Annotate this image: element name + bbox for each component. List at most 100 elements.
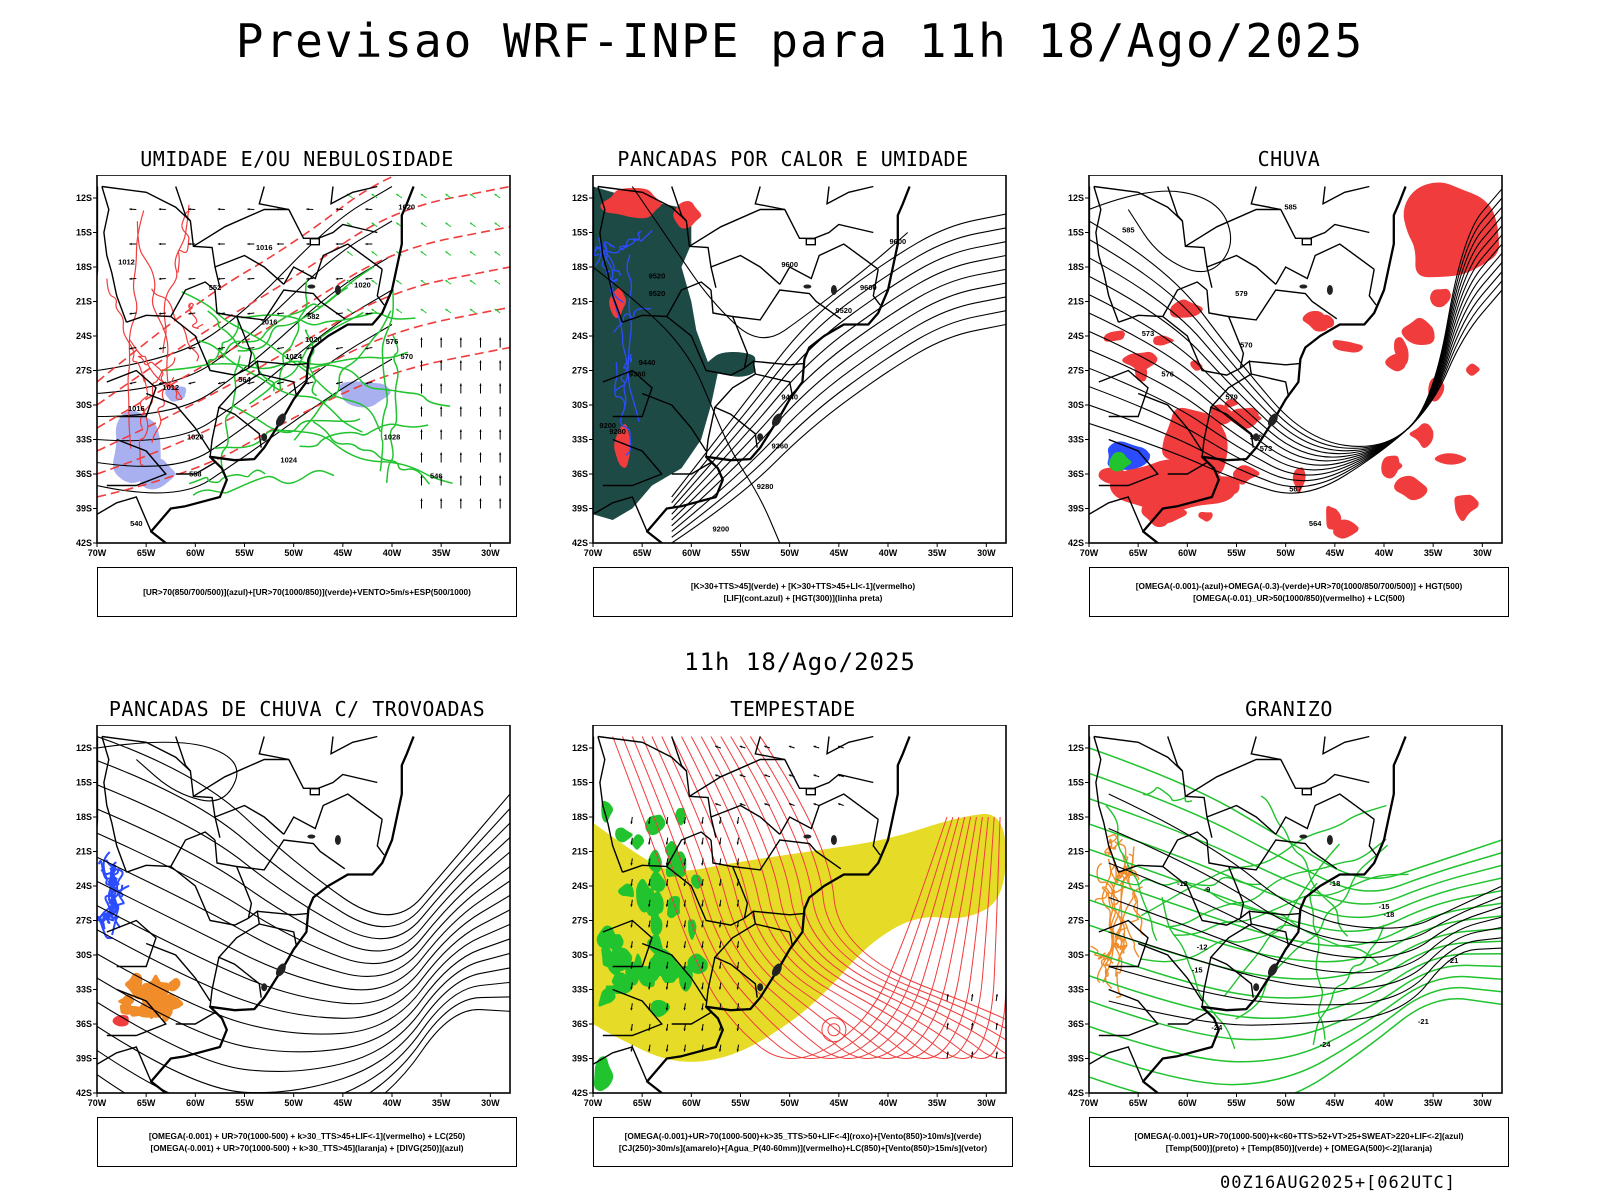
lon-label: 35W [928, 1098, 947, 1108]
map-field: 9600960095209520944093609280920094409360… [593, 186, 1006, 543]
contour-label: 567 [1289, 484, 1302, 493]
wind-vector-head [630, 1049, 633, 1052]
lon-label: 55W [1227, 1098, 1246, 1108]
legend-umidade: [UR>70(850/700/500)](azul)+[UR>70(1000/8… [97, 567, 517, 617]
lat-label: 36S [76, 1019, 92, 1029]
lat-label: 18S [572, 812, 588, 822]
wind-vector-head [648, 883, 651, 887]
height-contour [671, 254, 1006, 515]
political-border [1209, 910, 1254, 998]
lon-label: 60W [1178, 1098, 1197, 1108]
contour-label: 9520 [649, 289, 666, 298]
contour-label: 1012 [162, 383, 179, 392]
wind-vector-head [479, 452, 482, 455]
lat-label: 39S [572, 1054, 588, 1064]
temp850-contour [1089, 823, 1502, 919]
lat-label: 39S [76, 1054, 92, 1064]
lat-label: 30S [572, 400, 588, 410]
wind-vector-head [764, 745, 767, 748]
rain-area [1162, 407, 1228, 478]
wind-vector-green-head [445, 280, 448, 283]
political-border [784, 209, 874, 239]
isotherm-contour [127, 210, 145, 449]
lon-label: 55W [235, 548, 254, 558]
panel-granizo: GRANIZO -12 -15 -18 -21 -24 -9 -12 -15 -18 -21 -24… [1059, 697, 1519, 1177]
coastline-east [645, 736, 911, 1093]
lon-label: 30W [1473, 548, 1492, 558]
frame-border [592, 175, 1007, 544]
political-border [259, 923, 298, 948]
wind-vector-head [701, 945, 704, 949]
wind-vector-head [701, 987, 704, 990]
temp850-contour [1089, 986, 1502, 1086]
humidity-contour [312, 421, 431, 485]
political-border [214, 254, 285, 285]
lon-label: 35W [1424, 548, 1443, 558]
lat-label: 12S [1068, 193, 1084, 203]
political-border [175, 1011, 216, 1025]
wind-vector-green-head [469, 308, 473, 312]
wind-vector-head [129, 208, 132, 211]
lon-label: 60W [186, 1098, 205, 1108]
wind-vector-head [718, 821, 722, 824]
streamline-850 [740, 736, 1006, 1041]
wind-vector-head [439, 360, 443, 363]
wind-vector-head [701, 842, 704, 845]
political-border [1185, 758, 1281, 797]
lon-label: 70W [88, 1098, 107, 1108]
wind-vector-green-head [396, 280, 399, 283]
frame-border [96, 725, 511, 1094]
isotherm-contour [137, 355, 183, 400]
political-border [1206, 289, 1245, 369]
wind-vector-head [736, 966, 739, 969]
coastline-east [149, 736, 415, 1093]
political-border [710, 289, 749, 369]
temp850-contour [1089, 998, 1502, 1093]
lat-label: 30S [1068, 400, 1084, 410]
lon-label: 35W [432, 1098, 451, 1108]
streamline-850 [690, 736, 995, 1059]
lat-label: 39S [1068, 504, 1084, 514]
wind-vector-head [736, 883, 739, 887]
contour-label: 9200 [712, 525, 729, 534]
temp850-contour [1089, 772, 1502, 892]
wind-vector-head [420, 406, 423, 409]
lat-label: 33S [572, 985, 588, 995]
lake [830, 835, 837, 845]
lon-label: 45W [830, 548, 849, 558]
wind850-green [645, 814, 667, 836]
lat-label: 33S [1068, 435, 1084, 445]
height-contour [671, 241, 1006, 509]
political-border [671, 461, 712, 475]
wind-vector-head [420, 498, 423, 501]
lat-label: 24S [1068, 881, 1084, 891]
lat-label: 30S [76, 950, 92, 960]
wind-vector-head [736, 987, 739, 990]
wind-vector-head [420, 452, 423, 455]
lat-label: 24S [76, 331, 92, 341]
lat-label: 36S [76, 469, 92, 479]
political-border [1167, 186, 1183, 222]
lon-label: 30W [977, 1098, 996, 1108]
wind-vector-green-head [371, 308, 375, 312]
humidity-contour [214, 418, 361, 450]
map-chuva: 58558557957657357056756457957657312S15S1… [1068, 175, 1503, 558]
thickness-contour [97, 175, 399, 383]
streamline-850 [821, 1017, 847, 1043]
height-contour [1089, 206, 1502, 482]
wind-vector-head [365, 242, 368, 246]
political-border [1206, 254, 1277, 285]
wind-vector-head [498, 498, 502, 501]
wind850-green [601, 800, 615, 823]
wind-vector-head [479, 429, 482, 432]
political-border [175, 736, 191, 772]
humidity-contour [220, 355, 241, 474]
isotherm-contour [177, 210, 190, 273]
political-border [1201, 957, 1212, 1007]
wind-vector-head [158, 347, 162, 350]
wind-vector-head [683, 945, 686, 949]
isobar [97, 324, 393, 467]
wind850-green [678, 965, 694, 992]
wind-vector-head [630, 862, 633, 866]
